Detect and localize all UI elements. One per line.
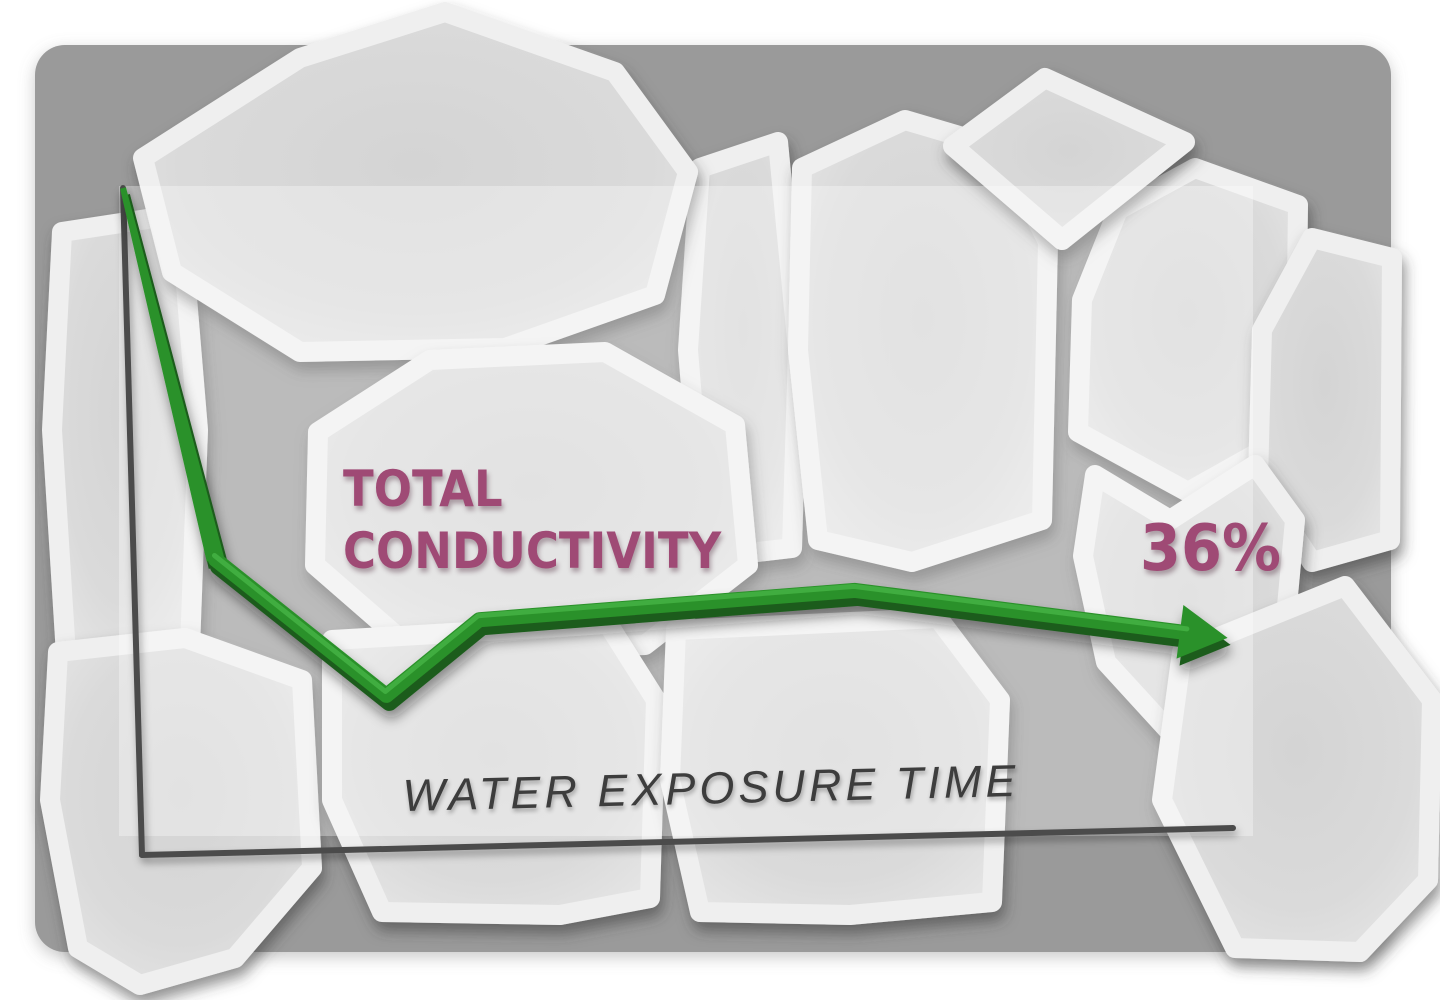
series-label: TOTAL CONDUCTIVITY [343,458,721,582]
axes [120,185,1236,858]
stone-tile [40,628,322,995]
y-axis-line [120,185,145,858]
stone-tile [943,68,1195,250]
arrowhead-icon [1176,605,1228,659]
series-label-line2: CONDUCTIVITY [343,522,722,580]
conductivity-line [120,187,1231,711]
stone-tile [1248,228,1402,572]
stone-tile [133,2,698,362]
x-axis-line [139,825,1236,858]
plot-area-overlay [119,186,1253,836]
stone-tile [305,342,758,662]
line-highlight [211,552,1190,694]
stone-tiles [40,2,1440,995]
stone-tile [1068,158,1308,502]
stone-tile [1152,576,1440,962]
final-value-annotation: 36% [1140,512,1281,586]
stone-tile [788,110,1058,572]
line-main [207,551,1196,703]
line-start-taper [120,187,225,562]
series-label-line1: TOTAL [343,460,503,518]
